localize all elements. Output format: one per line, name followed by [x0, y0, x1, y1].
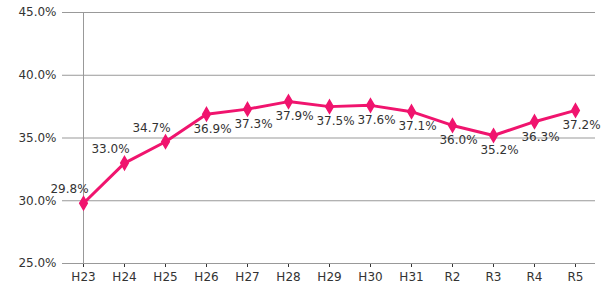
svg-text:37.2%: 37.2% — [562, 118, 600, 132]
svg-text:R4: R4 — [527, 270, 543, 284]
svg-text:37.3%: 37.3% — [234, 117, 272, 131]
svg-text:45.0%: 45.0% — [18, 5, 56, 19]
svg-text:H25: H25 — [153, 270, 177, 284]
svg-text:37.6%: 37.6% — [357, 113, 395, 127]
svg-text:H30: H30 — [358, 270, 382, 284]
svg-text:H27: H27 — [235, 270, 259, 284]
svg-text:30.0%: 30.0% — [18, 193, 57, 208]
svg-text:37.5%: 37.5% — [316, 114, 354, 128]
svg-text:29.8%: 29.8% — [50, 182, 88, 196]
svg-text:R2: R2 — [445, 270, 461, 284]
svg-text:H29: H29 — [317, 270, 341, 284]
svg-text:40.0%: 40.0% — [18, 68, 56, 82]
svg-text:R3: R3 — [486, 270, 502, 284]
svg-text:H23: H23 — [71, 270, 95, 284]
svg-text:R5: R5 — [568, 270, 584, 284]
svg-text:35.2%: 35.2% — [480, 143, 518, 157]
svg-text:H31: H31 — [399, 270, 423, 284]
svg-text:H28: H28 — [276, 270, 300, 284]
svg-text:35.0%: 35.0% — [18, 131, 56, 145]
svg-text:37.1%: 37.1% — [398, 119, 436, 133]
svg-text:25.0%: 25.0% — [18, 256, 56, 270]
svg-text:36.9%: 36.9% — [193, 122, 231, 136]
svg-text:H24: H24 — [112, 270, 136, 284]
svg-text:36.0%: 36.0% — [439, 133, 477, 147]
svg-text:34.7%: 34.7% — [132, 121, 170, 135]
svg-text:36.3%: 36.3% — [521, 130, 559, 144]
svg-text:33.0%: 33.0% — [91, 142, 129, 156]
svg-text:H26: H26 — [194, 270, 218, 284]
svg-text:37.9%: 37.9% — [275, 109, 313, 123]
